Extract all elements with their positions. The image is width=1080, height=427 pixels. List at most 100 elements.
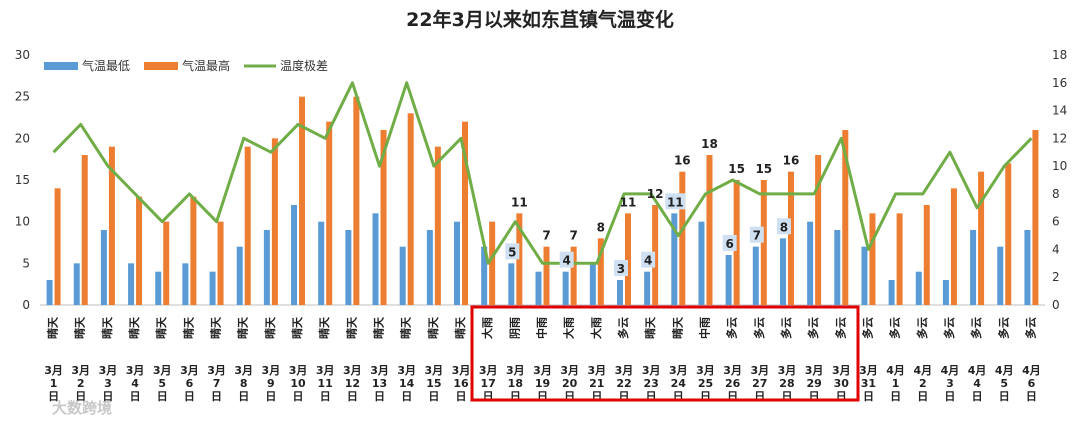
category-label: 3月 28 日 (778, 364, 797, 403)
bar-max-temp (787, 171, 794, 305)
min-temp-label-box (613, 260, 628, 276)
category-label: 3月 17 日 (479, 364, 498, 403)
bar-min-temp (399, 246, 406, 305)
bar-min-temp (372, 213, 379, 305)
weather-label: 晴天 (643, 316, 657, 339)
min-temp-label: 4 (562, 254, 570, 268)
weather-label: 晴天 (46, 316, 60, 339)
y-axis-left: 0 5 10 15 20 25 30 (15, 48, 30, 312)
max-temp-label: 16 (783, 154, 800, 168)
min-temp-label-box (559, 251, 574, 268)
bar-max-temp (896, 213, 903, 305)
legend: 气温最低 气温最高 温度极差 (44, 58, 328, 73)
category-label: 4月 4 日 (968, 364, 987, 403)
bar-max-temp (81, 155, 88, 305)
bar-min-temp (698, 221, 705, 305)
bar-min-temp (970, 230, 977, 305)
bar-max-temp (190, 196, 197, 305)
weather-label: 中雨 (535, 317, 549, 339)
category-label: 3月 19 日 (533, 364, 552, 403)
category-label: 3月 29 日 (805, 364, 824, 403)
weather-label: 晴天 (236, 316, 250, 339)
bar-min-temp (46, 280, 53, 305)
y-right-tick-label: 10 (1052, 159, 1067, 173)
weather-label: 大雨 (480, 317, 494, 339)
max-temp-label: 11 (620, 195, 637, 209)
category-label: 3月 3 日 (99, 364, 118, 403)
weather-label: 多云 (860, 317, 874, 339)
weather-label: 中雨 (697, 317, 711, 339)
bar-min-temp (752, 246, 759, 305)
bar-max-temp (353, 96, 360, 306)
y-axis-right: 0 2 4 6 8 10 12 14 16 18 (1052, 48, 1067, 312)
min-temp-label: 11 (667, 195, 684, 209)
bar-min-temp (508, 263, 515, 305)
category-label: 3月 16 日 (452, 364, 471, 403)
bar-max-temp (108, 146, 115, 305)
weather-label: 多云 (806, 317, 820, 339)
bar-max-temp (570, 246, 577, 305)
min-temp-label-box (749, 226, 764, 243)
bar-max-temp (679, 171, 686, 305)
weather-label: 大雨 (589, 317, 603, 339)
min-temp-label-box (665, 193, 686, 210)
bar-max-temp (706, 155, 713, 305)
y-right-tick-label: 2 (1052, 270, 1060, 284)
weather-label: 多云 (779, 317, 793, 339)
category-label: 3月 14 日 (397, 364, 416, 403)
range-series-line (52, 81, 1033, 265)
max-temp-label: 7 (569, 229, 577, 243)
category-label: 3月 12 日 (343, 364, 362, 403)
bar-max-temp (271, 138, 278, 305)
bar-min-temp (671, 213, 678, 305)
weather-label: 多云 (942, 317, 956, 339)
category-label: 3月 2 日 (71, 364, 90, 403)
bar-min-temp (128, 263, 135, 305)
category-label: 3月 4 日 (126, 364, 145, 403)
bar-min-temp (155, 271, 162, 305)
category-label: 3月 26 日 (723, 364, 742, 403)
weather-label: 多云 (1023, 317, 1037, 339)
bar-min-temp (182, 263, 189, 305)
category-label: 4月 2 日 (913, 364, 932, 403)
weather-label: 晴天 (100, 316, 114, 339)
min-temp-label-box (722, 235, 737, 251)
category-label: 3月 10 日 (289, 364, 308, 403)
bar-max-temp (950, 188, 957, 305)
bar-min-temp (725, 255, 732, 305)
bar-max-temp (923, 205, 930, 305)
bar-min-temp (73, 263, 80, 305)
range-line (52, 81, 1033, 265)
category-label: 3月 13 日 (370, 364, 389, 403)
x-axis-categories: 晴天 3月 1 日 晴天 3月 2 日 晴天 3月 3 日 晴天 3月 4 日 晴天 3月 5 日 晴天 3月 6 日 晴天 3月… (44, 316, 1040, 403)
category-label: 3月 31 日 (859, 364, 878, 403)
bar-min-temp (834, 230, 841, 305)
bar-max-temp (543, 246, 550, 305)
bar-min-temp (426, 230, 433, 305)
weather-label: 晴天 (372, 316, 386, 339)
y-left-tick-label: 20 (15, 131, 30, 145)
y-right-tick-label: 14 (1052, 104, 1067, 118)
bar-max-temp (434, 146, 441, 305)
y-right-tick-label: 12 (1052, 131, 1067, 145)
max-temp-label: 15 (728, 162, 745, 176)
bar-max-temp (244, 146, 251, 305)
bar-min-temp (807, 221, 814, 305)
category-label: 3月 5 日 (153, 364, 172, 403)
bar-min-temp (616, 280, 623, 305)
bar-min-temp (291, 205, 298, 305)
bar-max-temp (326, 121, 333, 306)
bar-max-temp (163, 221, 170, 305)
weather-label: 晴天 (73, 316, 87, 339)
min-temp-label: 3 (617, 262, 625, 276)
min-temp-label: 5 (508, 245, 516, 259)
category-label: 3月 25 日 (696, 364, 715, 403)
category-label: 4月 1 日 (886, 364, 905, 403)
bar-max-temp (869, 213, 876, 305)
min-temp-label: 4 (644, 254, 652, 268)
bar-min-temp (263, 230, 270, 305)
bar-max-temp (842, 130, 849, 305)
bar-min-temp (236, 246, 243, 305)
